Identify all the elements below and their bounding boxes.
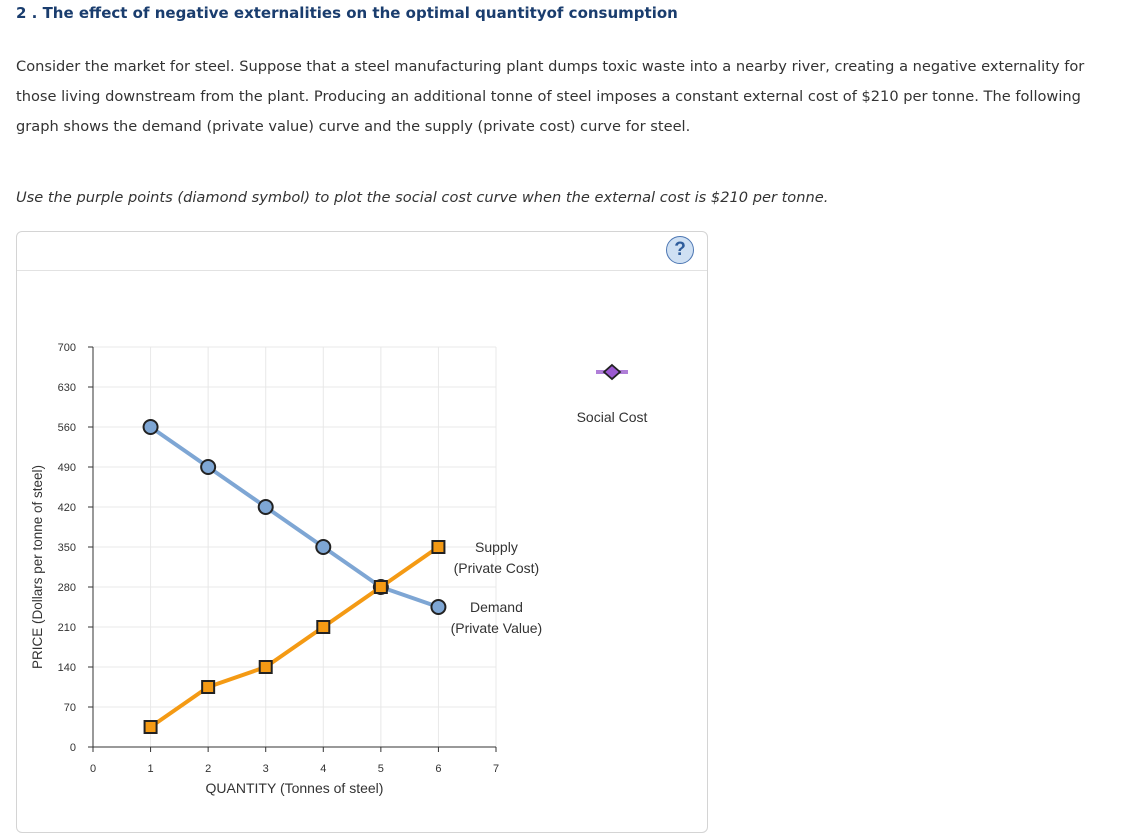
- x-tick-label: 1: [148, 763, 154, 775]
- supply-curve-label: Supply: [475, 539, 518, 555]
- y-tick-label: 560: [58, 422, 76, 434]
- y-tick-label: 140: [58, 662, 76, 674]
- y-axis-title: PRICE (Dollars per tonne of steel): [30, 465, 45, 669]
- supply-point[interactable]: [258, 660, 273, 674]
- y-tick-label: 420: [58, 502, 76, 514]
- social-cost-diamond-icon[interactable]: [602, 363, 622, 381]
- supply-point[interactable]: [201, 680, 216, 694]
- y-tick-label: 70: [64, 702, 76, 714]
- x-axis-title: QUANTITY (Tonnes of steel): [206, 780, 384, 796]
- supply-line: [149, 545, 440, 729]
- x-tick-label: 3: [263, 763, 269, 775]
- demand-curve-label: (Private Value): [451, 620, 543, 636]
- question-intro: Consider the market for steel. Suppose t…: [16, 58, 1085, 135]
- demand-curve-label: Demand: [470, 599, 523, 615]
- demand-point[interactable]: [430, 599, 447, 615]
- demand-line: [149, 425, 440, 609]
- chart-grid: [93, 346, 497, 747]
- y-tick-label: 280: [58, 582, 76, 594]
- question-instruction: Use the purple points (diamond symbol) t…: [16, 189, 829, 206]
- x-tick-label: 5: [378, 763, 384, 775]
- y-tick-label: 700: [58, 342, 76, 354]
- y-tick-label: 490: [58, 462, 76, 474]
- supply-point[interactable]: [143, 720, 158, 734]
- demand-point[interactable]: [257, 499, 274, 515]
- x-tick-label: 6: [435, 763, 441, 775]
- x-tick-label: 0: [90, 763, 96, 775]
- chart-legend[interactable]: Social Cost: [577, 363, 648, 425]
- chart-series[interactable]: Demand (Private Value) Supply (Private Cost…: [142, 419, 543, 734]
- x-tick-label: 2: [205, 763, 211, 775]
- social-cost-legend-label: Social Cost: [577, 409, 648, 425]
- graph-panel: ? 0 70 140 210 280 350 420 490 560 630 700 0 1 2 3 4 5 6 7…: [16, 231, 708, 833]
- chart-axes: 0 70 140 210 280 350 420 490 560 630 700 0 1 2 3 4 5 6 7 QU…: [30, 342, 499, 796]
- help-button[interactable]: ?: [666, 236, 694, 264]
- question-title: 2 . The effect of negative externalities…: [16, 4, 678, 22]
- supply-point[interactable]: [373, 580, 388, 594]
- y-tick-label: 210: [58, 622, 76, 634]
- x-tick-label: 7: [493, 763, 499, 775]
- y-tick-label: 630: [58, 382, 76, 394]
- x-tick-label: 4: [320, 763, 326, 775]
- supply-point[interactable]: [431, 540, 446, 554]
- y-tick-label: 0: [70, 742, 76, 754]
- demand-point[interactable]: [315, 539, 332, 555]
- demand-point[interactable]: [142, 419, 159, 435]
- supply-point[interactable]: [316, 620, 331, 634]
- demand-point[interactable]: [200, 459, 217, 475]
- y-tick-label: 350: [58, 542, 76, 554]
- supply-curve-label: (Private Cost): [454, 560, 540, 576]
- panel-header-divider: [17, 270, 707, 271]
- chart: 0 70 140 210 280 350 420 490 560 630 700 0 1 2 3 4 5 6 7 QU…: [30, 342, 648, 796]
